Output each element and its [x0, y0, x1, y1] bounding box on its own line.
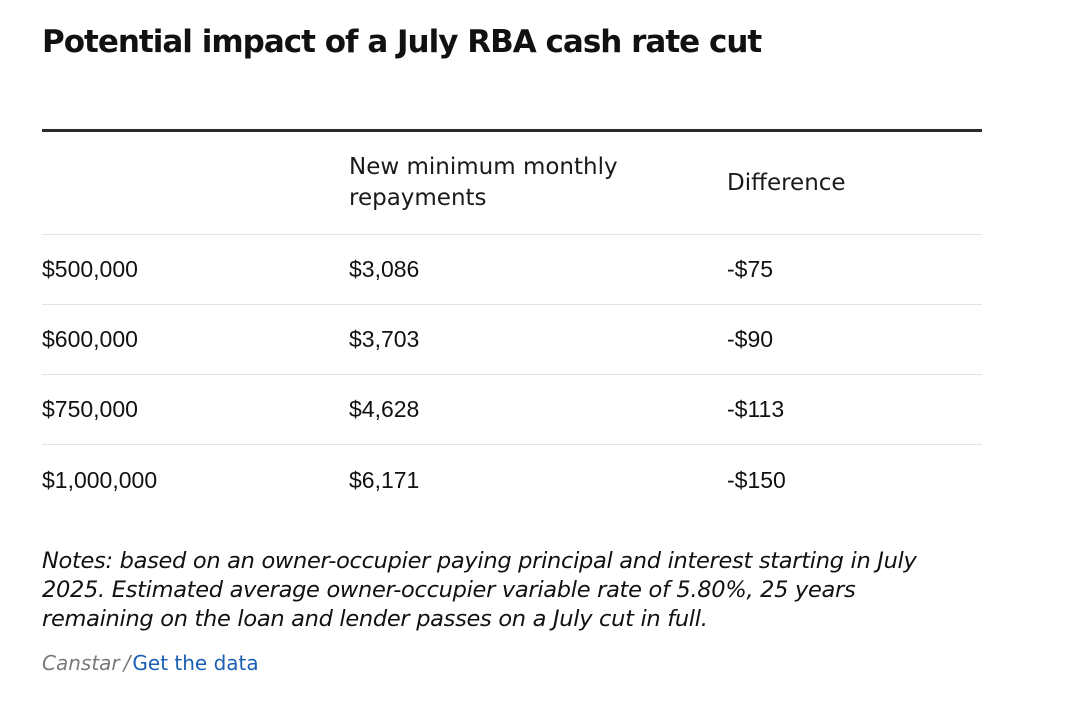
repayment-cell: $6,171	[349, 466, 420, 493]
table-header-row: New minimum monthly repayments Differenc…	[42, 132, 982, 235]
header-difference: Difference	[727, 169, 846, 196]
difference-cell: -$90	[727, 326, 774, 352]
source-name: Canstar	[42, 651, 120, 675]
loan-amount-cell: $1,000,000	[42, 466, 158, 493]
header-new-repayments-label: New minimum monthly repayments	[349, 154, 618, 211]
repayment-cell: $3,703	[349, 326, 420, 352]
table-row: $600,000 $3,703 -$90	[42, 305, 982, 375]
source-separator: /	[123, 651, 131, 675]
loan-amount-cell: $600,000	[42, 326, 138, 352]
header-new-repayments: New minimum monthly repayments	[349, 132, 679, 234]
table-notes: Notes: based on an owner-occupier paying…	[42, 548, 917, 632]
difference-cell: -$113	[727, 396, 785, 422]
get-the-data-link[interactable]: Get the data	[132, 651, 259, 675]
loan-amount-cell: $500,000	[42, 256, 138, 282]
data-table: New minimum monthly repayments Differenc…	[42, 129, 982, 515]
difference-cell: -$150	[727, 466, 786, 493]
repayment-cell: $4,628	[349, 396, 420, 422]
header-loan-amount	[42, 132, 342, 234]
table-row: $1,000,000 $6,171 -$150	[42, 445, 982, 515]
source-line: Canstar / Get the data	[42, 649, 259, 677]
table-row: $500,000 $3,086 -$75	[42, 235, 982, 305]
page-title: Potential impact of a July RBA cash rate…	[42, 24, 762, 60]
table-row: $750,000 $4,628 -$113	[42, 375, 982, 445]
repayment-cell: $3,086	[349, 256, 420, 282]
loan-amount-cell: $750,000	[42, 396, 138, 422]
difference-cell: -$75	[727, 256, 774, 282]
